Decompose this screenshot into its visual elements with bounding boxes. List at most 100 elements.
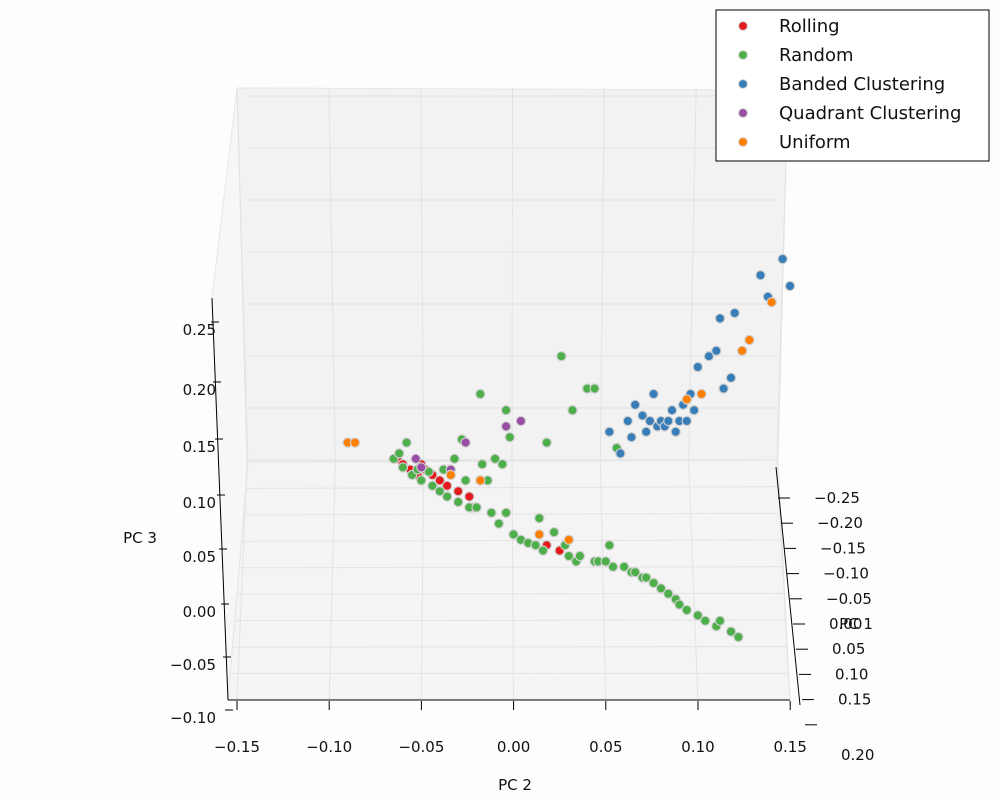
scatter-point: [744, 334, 755, 346]
x-tick-label: −0.10: [306, 738, 352, 756]
depth-tick-label: 0.20: [841, 746, 874, 764]
scatter-point: [500, 507, 512, 518]
scatter-point: [615, 448, 626, 459]
depth-tick-label: −0.05: [826, 590, 872, 608]
scatter-point: [703, 351, 715, 362]
scatter-point: [714, 313, 726, 324]
x-tick-label: 0.00: [497, 738, 530, 756]
scatter-point: [711, 345, 722, 356]
scatter-point: [655, 583, 667, 594]
depth-tick-label: 0.00: [829, 615, 862, 633]
scatter-point: [674, 599, 685, 610]
depth-axis-label: PC 1: [839, 615, 873, 633]
scatter-point: [530, 540, 541, 551]
legend-label: Banded Clustering: [779, 74, 945, 95]
scatter-point: [641, 426, 652, 437]
z-tick-label: 0.20: [183, 381, 216, 399]
scatter-point: [714, 615, 726, 627]
scatter-point: [718, 383, 729, 394]
scatter-point: [460, 437, 471, 448]
legend-label: Rolling: [779, 16, 840, 37]
scatter-point: [670, 426, 681, 437]
z-tick-label: −0.10: [170, 709, 216, 727]
scatter-point: [630, 567, 641, 578]
scatter-point: [666, 405, 678, 416]
x-tick-label: −0.15: [214, 738, 260, 756]
scatter-point: [453, 486, 464, 497]
z-tick-label: 0.05: [183, 548, 216, 566]
scatter-point: [626, 432, 637, 443]
scatter-point: [648, 388, 659, 400]
scatter-point: [401, 437, 412, 448]
scatter-point: [766, 297, 777, 308]
scatter-point: [692, 610, 704, 621]
x-tick-label: −0.05: [398, 738, 444, 756]
scatter-point: [688, 405, 700, 416]
scatter-point: [486, 507, 497, 518]
scatter-point: [464, 491, 475, 502]
x-axis: −0.15 −0.10 −0.05 0.00 0.05 0.10 0.15 PC 2: [214, 699, 807, 794]
scatter-point: [493, 518, 504, 529]
scatter-point: [777, 253, 788, 265]
floor-pane: [227, 459, 791, 701]
x-tick-label: 0.10: [681, 738, 714, 756]
scatter-point: [589, 383, 600, 394]
scatter-point: [725, 626, 737, 637]
depth-axis: −0.25 −0.20 −0.15 −0.10 −0.05 0.00 0.05 0.10 0.1…: [775, 466, 874, 764]
scatter-point: [700, 615, 711, 627]
scatter-point: [663, 415, 674, 427]
scatter-point: [410, 453, 421, 464]
scatter-point: [434, 475, 445, 486]
z-axis: −0.10 −0.05 0.00 0.05 0.10 0.15 0.20 0.25 PC 3: [123, 297, 233, 727]
scatter-point: [622, 415, 634, 427]
scatter-point: [416, 475, 427, 486]
scatter-point: [460, 475, 471, 486]
depth-tick-label: −0.25: [814, 489, 860, 507]
depth-tick-label: 0.05: [832, 640, 865, 658]
legend-marker: [738, 50, 748, 60]
depth-tick-label: 0.15: [838, 691, 871, 709]
scatter-point: [556, 351, 567, 362]
scatter-point: [423, 466, 434, 477]
z-tick-label: 0.10: [183, 494, 216, 512]
scatter-point: [453, 496, 464, 508]
z-tick-label: −0.05: [170, 656, 216, 674]
legend-box: [715, 9, 990, 162]
scatter-point: [604, 426, 615, 437]
scatter-point: [618, 561, 630, 573]
scatter-point: [471, 502, 482, 513]
x-tick-label: 0.05: [589, 738, 622, 756]
z-axis-label: PC 3: [123, 529, 157, 547]
scatter-point: [434, 486, 445, 497]
legend: Rolling Random Banded Clustering Quadrant C…: [715, 9, 990, 162]
scatter-point: [445, 469, 456, 481]
scatter-point: [500, 405, 512, 416]
scatter-point: [504, 432, 515, 443]
scatter-point: [475, 388, 486, 400]
scatter-point: [755, 270, 766, 281]
depth-tick-label: −0.10: [823, 565, 869, 583]
z-tick-label: 0.00: [183, 603, 216, 621]
depth-tick-label: −0.15: [820, 539, 866, 557]
legend-marker: [738, 108, 748, 118]
legend-label: Random: [779, 45, 854, 66]
scatter-point: [349, 437, 361, 448]
scatter-point: [784, 280, 796, 292]
scatter-point: [663, 588, 674, 600]
scatter-point: [563, 534, 575, 546]
scatter-point: [537, 545, 549, 556]
scatter-point: [574, 550, 586, 562]
scatter-point: [644, 415, 656, 427]
scatter-point: [534, 529, 545, 540]
scatter-point: [725, 372, 737, 383]
depth-tick-label: −0.20: [817, 514, 863, 532]
legend-label: Quadrant Clustering: [779, 103, 961, 124]
scatter-point: [692, 361, 704, 373]
scatter-point: [604, 540, 615, 551]
gridlines: [228, 87, 791, 701]
scatter-point: [681, 394, 693, 405]
scatter-point: [394, 448, 405, 459]
legend-marker: [738, 137, 748, 147]
legend-label: Uniform: [779, 132, 851, 153]
